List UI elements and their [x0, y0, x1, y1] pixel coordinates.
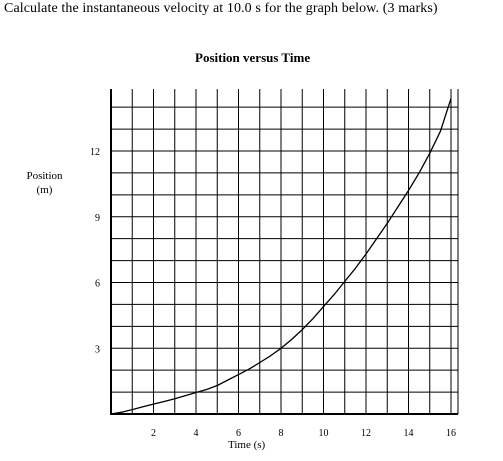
question-text: Calculate the instantaneous velocity at …	[4, 1, 438, 16]
y-tick-label: 6	[95, 279, 100, 290]
y-axis-label: Position (m)	[22, 169, 67, 197]
x-tick-label: 4	[194, 428, 199, 439]
x-tick-label: 14	[404, 428, 414, 439]
y-axis-label-line-1: Position	[26, 170, 63, 182]
y-tick-label: 3	[95, 344, 100, 355]
x-tick-label: 2	[151, 428, 156, 439]
x-tick-label: 10	[319, 428, 329, 439]
y-tick-label: 9	[95, 213, 100, 224]
x-tick-label: 8	[279, 428, 284, 439]
x-tick-label: 6	[236, 428, 241, 439]
x-tick-label: 16	[446, 428, 456, 439]
y-tick-label: 12	[90, 147, 100, 158]
position-curve	[110, 97, 452, 415]
chart-title: Position versus Time	[195, 50, 311, 65]
y-axis-label-line-2: (m)	[36, 184, 53, 196]
x-axis-label: Time (s)	[228, 439, 266, 451]
x-tick-label: 12	[361, 428, 371, 439]
